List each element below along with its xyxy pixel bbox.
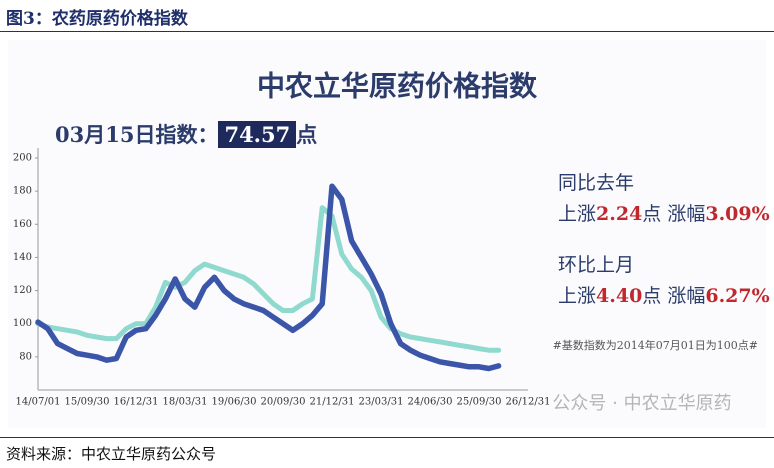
- y-tick-label: 160: [13, 219, 32, 230]
- x-tick-label: 25/09/30: [457, 397, 502, 408]
- note-line: 上涨2.24点 涨幅3.09%: [558, 199, 770, 230]
- series-line: [35, 183, 502, 372]
- chart-bg: [8, 40, 766, 428]
- rule: [0, 31, 774, 32]
- note-text: 上涨: [558, 285, 597, 307]
- note-number: 3.09%: [705, 203, 770, 225]
- current-index: 03月15日指数： 74.57 点: [55, 119, 317, 149]
- current-label: 03月15日指数：: [55, 122, 219, 147]
- note-text: 点 涨幅: [642, 285, 706, 307]
- footnote: #基数指数为2014年07月01日为100点#: [553, 338, 758, 352]
- note-text: 点 涨幅: [642, 203, 706, 225]
- note-heading: 环比上月: [558, 254, 635, 276]
- note-number: 6.27%: [705, 285, 770, 307]
- y-tick-label: 200: [13, 153, 32, 164]
- note-line: 上涨4.40点 涨幅6.27%: [558, 281, 770, 312]
- rule: [0, 437, 774, 438]
- figure-header: 图3：农药原药价格指数: [6, 9, 188, 29]
- note-number: 4.40: [596, 285, 643, 307]
- source: 资料来源：中农立华原药公众号: [6, 445, 217, 463]
- x-tick-label: 16/12/31: [114, 397, 159, 408]
- y-tick-label: 80: [19, 351, 32, 362]
- watermark: 公众号 · 中农立华原药: [552, 393, 731, 414]
- x-tick-label: 24/06/30: [408, 397, 453, 408]
- x-tick-label: 20/09/30: [261, 397, 306, 408]
- chart: 中农立华原药价格指数 公众号 · 中农立华原药 #基数指数为2014年07月01…: [8, 40, 766, 428]
- x-tick-label: 21/12/31: [310, 397, 355, 408]
- y-tick-label: 140: [13, 252, 32, 263]
- y-tick-label: 120: [13, 285, 32, 296]
- y-tick-label: 180: [13, 186, 32, 197]
- note-number: 2.24: [596, 203, 643, 225]
- series-line: [35, 205, 502, 353]
- note-text: 上涨: [558, 203, 597, 225]
- x-tick-label: 26/12/31: [506, 397, 551, 408]
- x-tick-label: 19/06/30: [212, 397, 257, 408]
- chart-title: 中农立华原药价格指数: [257, 70, 538, 103]
- current-value: 74.57: [218, 120, 297, 148]
- note-heading: 同比去年: [558, 172, 635, 194]
- current-unit: 点: [296, 122, 318, 147]
- x-tick-label: 15/09/30: [65, 397, 110, 408]
- x-tick-label: 14/07/01: [16, 397, 61, 408]
- notes: 同比去年 上涨2.24点 涨幅3.09% 环比上月 上涨4.40点 涨幅6.27%: [558, 168, 770, 312]
- x-tick-label: 18/03/31: [163, 397, 208, 408]
- y-tick-label: 100: [13, 318, 32, 329]
- x-tick-label: 23/03/31: [359, 397, 404, 408]
